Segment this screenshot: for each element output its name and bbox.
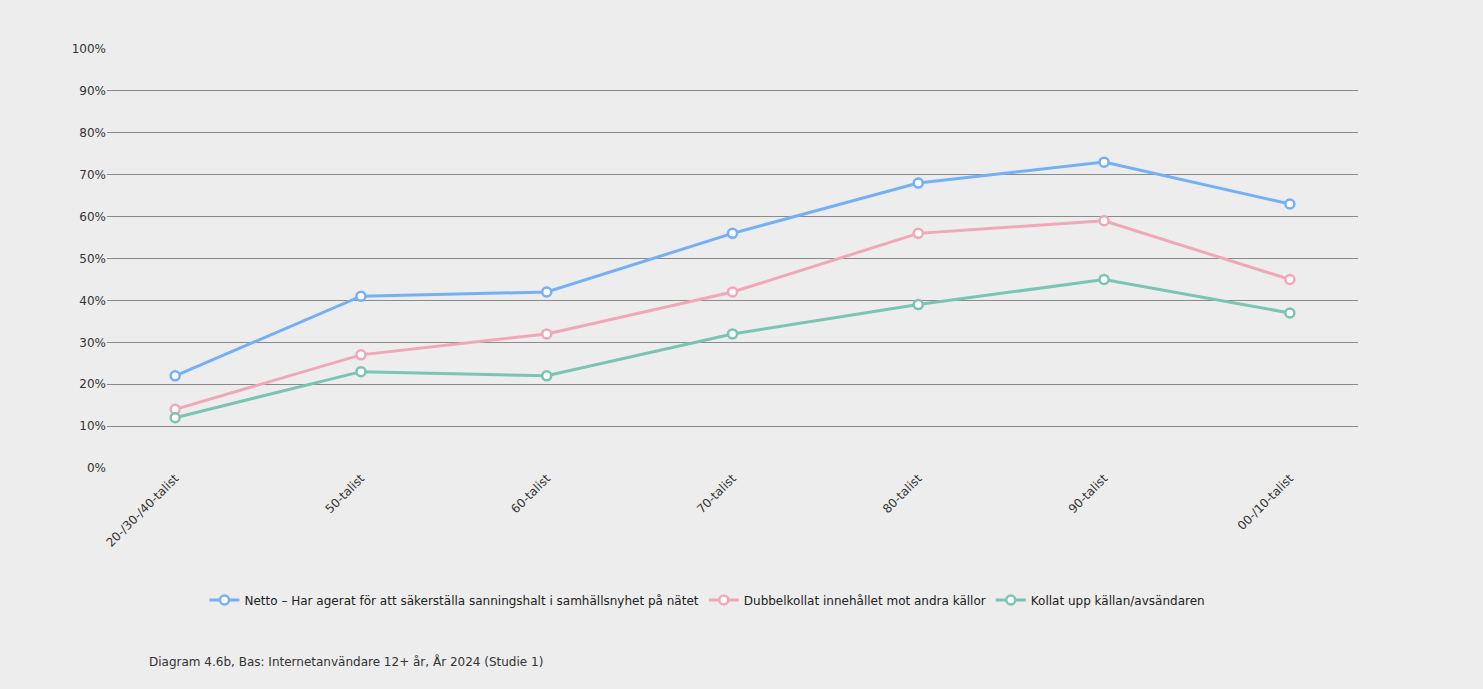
svg-text:40%: 40%	[79, 294, 106, 308]
svg-text:70-talist: 70-talist	[694, 471, 739, 516]
svg-text:60-talist: 60-talist	[508, 471, 553, 516]
svg-text:100%: 100%	[72, 42, 106, 56]
svg-text:Dubbelkollat innehållet mot an: Dubbelkollat innehållet mot andra källor	[744, 594, 986, 608]
svg-text:90-talist: 90-talist	[1066, 471, 1111, 516]
svg-text:20-/30-/40-talist: 20-/30-/40-talist	[103, 471, 181, 549]
svg-text:Kollat upp källan/avsändaren: Kollat upp källan/avsändaren	[1031, 594, 1205, 608]
svg-text:90%: 90%	[79, 84, 106, 98]
svg-text:Diagram 4.6b, Bas: Internetanv: Diagram 4.6b, Bas: Internetanvändare 12+…	[149, 654, 543, 669]
svg-text:50-talist: 50-talist	[323, 471, 368, 516]
svg-text:00-/10-talist: 00-/10-talist	[1235, 471, 1297, 533]
svg-text:80%: 80%	[79, 126, 106, 140]
svg-text:60%: 60%	[79, 210, 106, 224]
svg-text:20%: 20%	[79, 377, 106, 391]
svg-text:70%: 70%	[79, 168, 106, 182]
svg-text:50%: 50%	[79, 252, 106, 266]
svg-text:10%: 10%	[79, 419, 106, 433]
svg-text:80-talist: 80-talist	[880, 471, 925, 516]
svg-text:30%: 30%	[79, 336, 106, 350]
svg-text:0%: 0%	[87, 461, 106, 475]
svg-text:Netto – Har agerat för att säk: Netto – Har agerat för att säkerställa s…	[244, 594, 698, 608]
